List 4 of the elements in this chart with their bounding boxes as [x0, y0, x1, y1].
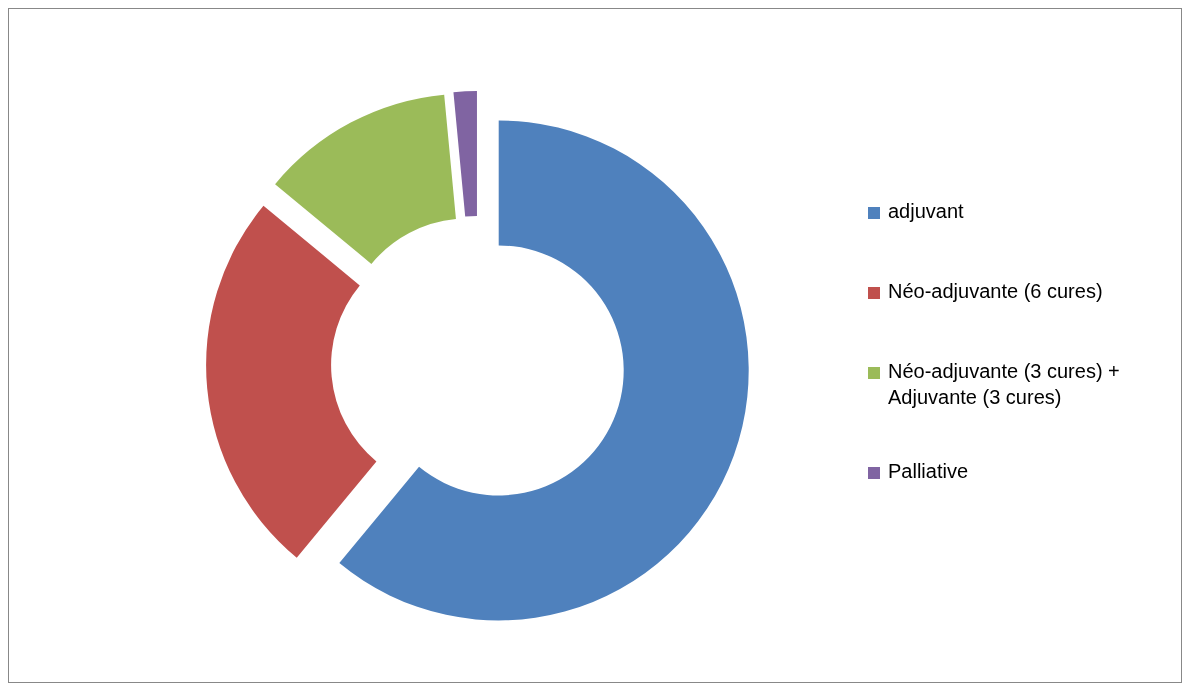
legend-label: Néo-adjuvante (6 cures) — [888, 280, 1103, 302]
legend-label: adjuvant — [888, 200, 965, 222]
legend-label: Palliative — [888, 460, 969, 482]
legend-label: Néo-adjuvante (3 cures) + Adjuvante (3 cures) — [888, 360, 1120, 408]
